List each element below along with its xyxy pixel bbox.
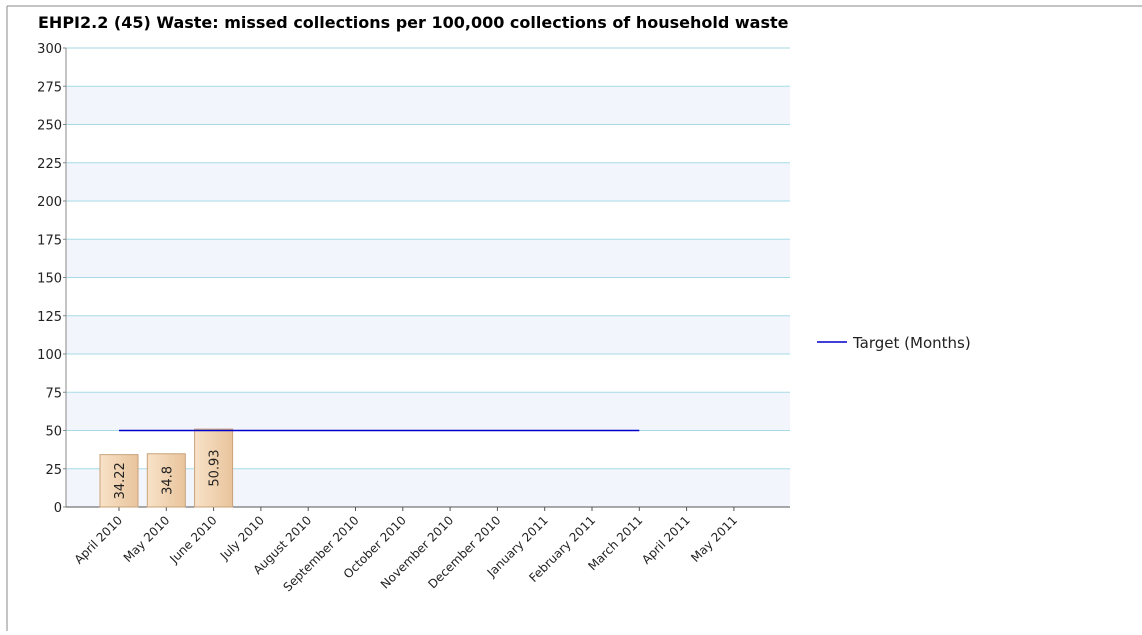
y-tick-label: 225 xyxy=(37,157,62,172)
y-tick-label: 25 xyxy=(45,463,62,478)
y-tick-label: 250 xyxy=(37,119,62,134)
data-label: 50.93 xyxy=(208,449,223,486)
x-tick-label: April 2011 xyxy=(639,513,693,567)
bar xyxy=(194,428,234,508)
chart-title: EHPI2.2 (45) Waste: missed collections p… xyxy=(38,13,789,32)
y-tick-label: 75 xyxy=(45,386,62,401)
bar xyxy=(99,454,139,508)
x-tick-label: June 2010 xyxy=(166,513,219,566)
x-tick-label: April 2010 xyxy=(72,513,126,567)
data-label: 34.8 xyxy=(160,466,175,495)
y-tick-label: 125 xyxy=(37,310,62,325)
bar xyxy=(146,453,186,508)
x-tick-label: May 2010 xyxy=(121,513,173,565)
y-tick-label: 200 xyxy=(37,195,62,210)
plot-band xyxy=(66,86,790,125)
plot-band xyxy=(66,315,790,354)
plot-band xyxy=(66,239,790,278)
y-tick-label: 300 xyxy=(37,42,62,57)
data-label: 34.22 xyxy=(113,462,128,499)
y-tick-label: 275 xyxy=(37,80,62,95)
y-tick-label: 150 xyxy=(37,272,62,287)
plot-band xyxy=(66,468,790,507)
y-tick-label: 0 xyxy=(54,501,62,516)
y-tick-label: 50 xyxy=(45,425,62,440)
x-tick-label: May 2011 xyxy=(688,513,740,565)
plot-band xyxy=(66,392,790,431)
x-tick-label: July 2010 xyxy=(217,513,267,563)
legend-label: Target (Months) xyxy=(852,334,971,352)
y-tick-label: 175 xyxy=(37,233,62,248)
y-tick-label: 100 xyxy=(37,348,62,363)
plot-band xyxy=(66,162,790,201)
